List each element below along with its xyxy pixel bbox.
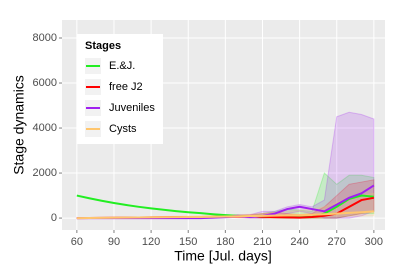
series-line: [76, 210, 374, 220]
y-tick-label: 6000: [33, 77, 57, 89]
legend-label: Juveniles: [109, 102, 155, 114]
x-tick-label: 120: [142, 236, 160, 248]
x-tick-label: 300: [365, 236, 383, 248]
y-tick-label: 4000: [33, 122, 57, 134]
legend-title: Stages: [85, 40, 121, 52]
x-tick-label: 150: [179, 236, 197, 248]
x-tick-label: 90: [108, 236, 120, 248]
legend-label: Cysts: [109, 123, 137, 135]
y-tick-label: 0: [51, 212, 57, 224]
x-tick-label: 270: [328, 236, 346, 248]
x-tick-label: 180: [216, 236, 234, 248]
x-axis-title: Time [Jul. days]: [174, 248, 272, 264]
x-tick-label: 210: [253, 236, 271, 248]
x-tick-label: 60: [71, 236, 83, 248]
x-tick-label: 240: [290, 236, 308, 248]
y-axis-title: Stage dynamics: [11, 75, 27, 175]
y-tick-label: 8000: [33, 32, 57, 44]
legend-label: E.&J.: [109, 60, 135, 72]
y-tick-label: 2000: [33, 167, 57, 179]
legend-label: free J2: [109, 81, 143, 93]
